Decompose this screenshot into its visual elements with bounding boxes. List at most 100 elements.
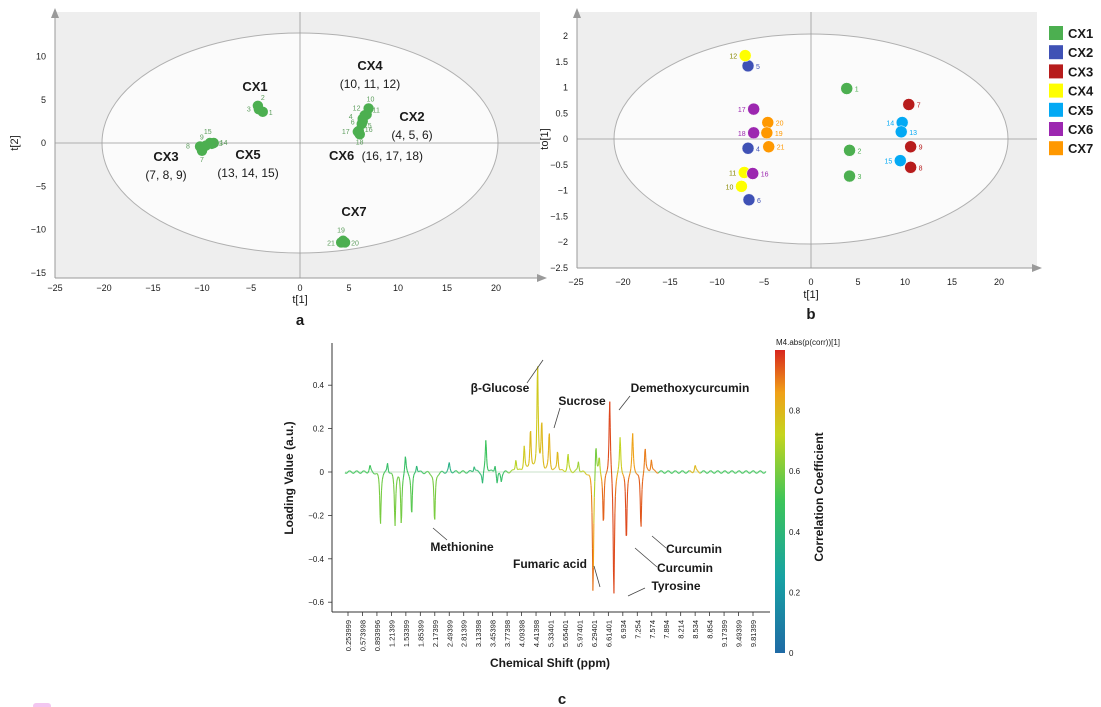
panel-a-letter: a (296, 312, 305, 329)
panel-a-point-label: 15 (204, 129, 212, 136)
panel-c-xtick-label: 1.53399 (402, 620, 411, 647)
panel-b-point-label: 15 (885, 159, 893, 166)
panel-b-ylabel: to[1] (539, 128, 551, 149)
cluster-label-cx5: CX5 (235, 147, 260, 162)
leader-curcumin-2 (634, 547, 658, 568)
panel-c-xtick-label: 7.254 (633, 620, 642, 639)
panel-b-xtick-label: 10 (900, 277, 910, 287)
panel-a-point-label: 2 (261, 95, 265, 102)
panel-c-xtick-label: 8.534 (691, 620, 700, 639)
panel-b-xtick-label: 15 (947, 277, 957, 287)
panel-a-ytick-label: −5 (36, 181, 46, 191)
panel-c-xtick-label: 4.41398 (532, 620, 541, 647)
panel-b-point-label: 18 (738, 131, 746, 138)
panel-b-ytick-label: 1 (563, 83, 568, 93)
panel-b-point (741, 59, 755, 73)
panel-b-point-label: 10 (726, 184, 734, 191)
panel-a-point-label: 7 (200, 157, 204, 164)
panel-b-ytick-label: 0 (563, 134, 568, 144)
cluster-label-cx7: CX7 (341, 204, 366, 219)
legend-label: CX7 (1068, 141, 1093, 156)
cluster-label-cx6: CX6 (329, 148, 354, 163)
panel-a-xtick-label: 5 (346, 283, 351, 293)
panel-b-orthogonal-scores-plot: −25 −20 −15 −10 −5 0 5 10 15 20 21.510.50−0.5−1−1… (539, 8, 1094, 323)
legend-swatch (1049, 45, 1063, 60)
panel-c-xtick-label: 5.65401 (561, 620, 570, 647)
panel-a-point-label: 17 (342, 129, 350, 136)
annotation-beta-glucose: β-Glucose (471, 381, 530, 395)
panel-c-xtick-label: 7.894 (662, 620, 671, 639)
panel-b-point (894, 154, 907, 167)
panel-a-xtick-label: 15 (442, 283, 452, 293)
panel-a-xtick-label: −5 (246, 283, 256, 293)
cluster-label-cx6-group: CX6 (16, 17, 18) (329, 148, 423, 163)
panel-b-x-axis-arrow (1032, 264, 1042, 272)
panel-c-xtick-label: 0.253999 (344, 620, 353, 651)
panel-b-point-label: 16 (761, 172, 769, 179)
leader-fumaric-acid (593, 565, 601, 588)
panel-b-xtick-label: −15 (662, 277, 677, 287)
colorbar-label: Correlation Coefficient (812, 432, 826, 561)
panel-b-letter: b (806, 306, 815, 323)
legend-label: CX3 (1068, 64, 1093, 79)
annotation-fumaric-acid: Fumaric acid (513, 557, 587, 571)
panel-c-xtick-label: 3.45398 (489, 620, 498, 647)
panel-b-ytick-label: 2 (563, 31, 568, 41)
panel-c-xtick-label: 6.61401 (604, 620, 613, 647)
panel-a-point-label: 3 (247, 106, 251, 113)
panel-c-xtick-label: 6.934 (619, 620, 628, 639)
panel-c-ytick-label: −0.2 (308, 511, 324, 520)
panel-b-point-label: 1 (855, 87, 859, 94)
panel-c-ytick-label: −0.4 (308, 555, 324, 564)
panel-b-xtick-label: −25 (568, 277, 583, 287)
panel-a-point-label: 13 (215, 141, 223, 148)
legend-swatch (1049, 26, 1063, 40)
panel-b-point-label: 20 (776, 121, 784, 128)
panel-a-point (339, 237, 351, 248)
panel-a-y-axis-arrow (51, 8, 59, 18)
colorbar-tick-label: 0.2 (789, 588, 801, 597)
panel-a-point-label: 14 (220, 140, 228, 147)
leader-curcumin-1 (651, 535, 667, 549)
legend-swatch (1049, 64, 1063, 79)
panel-a-point-label: 1 (269, 110, 273, 117)
panel-c-xtick-label: 9.81399 (749, 620, 758, 647)
panel-b-point (902, 98, 916, 111)
svg-text:CX6 (16, 17, 18): CX6 (16, 17, 18) (329, 148, 423, 163)
leader-demethoxycurcumin (618, 395, 631, 411)
legend-label: CX4 (1068, 84, 1094, 99)
panel-b-point (738, 49, 752, 62)
panel-b-y-axis-arrow (573, 8, 581, 18)
panel-c-xtick-label: 0.573998 (358, 620, 367, 651)
panel-b-point-label: 19 (775, 131, 783, 138)
panel-b-xtick-label: −5 (759, 277, 769, 287)
annotation-curcumin-2: Curcumin (657, 561, 713, 575)
panel-a-point-label: 18 (356, 139, 364, 146)
panel-b-point-label: 4 (756, 146, 760, 153)
legend-label: CX5 (1068, 103, 1093, 118)
leader-sucrose (553, 407, 561, 429)
panel-c-xtick-label: 9.17399 (720, 620, 729, 647)
panel-a-point-label: 21 (327, 240, 335, 247)
annotation-methionine: Methionine (430, 540, 494, 554)
panel-a-point-label: 9 (200, 135, 204, 142)
panel-a-xtick-label: −20 (96, 283, 111, 293)
colorbar-title: M4.abs(p(corr))[1] (776, 338, 840, 347)
panel-b-point-label: 7 (917, 102, 921, 109)
cluster-label-cx4: CX4 (357, 58, 383, 73)
panel-b-point-label: 12 (729, 54, 737, 61)
panel-b-ytick-label: 1.5 (555, 57, 568, 67)
panel-a-point (208, 137, 219, 149)
panel-c-ylabel: Loading Value (a.u.) (282, 421, 296, 534)
panel-b-ytick-label: −2.5 (550, 263, 568, 273)
panel-c-ytick-label: 0.4 (313, 381, 325, 390)
panel-b-xtick-label: 5 (855, 277, 860, 287)
panel-a-xtick-label: −15 (145, 283, 160, 293)
panel-a-point-label: 6 (351, 119, 355, 126)
panel-c-loadings-plot: 0.40.20−0.2−0.4−0.6 0.253999 0.573998 0.89… (282, 338, 840, 707)
panel-b-point (735, 180, 748, 193)
cluster-label-cx1: CX1 (242, 79, 267, 94)
panel-c-xtick-label: 8.214 (677, 620, 686, 639)
panel-a-ytick-label: 0 (41, 138, 46, 148)
annotation-tyrosine: Tyrosine (651, 579, 700, 593)
